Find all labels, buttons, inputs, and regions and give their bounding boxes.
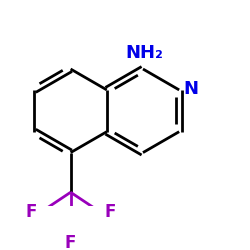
Text: F: F bbox=[25, 203, 36, 221]
Text: F: F bbox=[105, 203, 116, 221]
Text: N: N bbox=[184, 80, 198, 98]
Text: NH₂: NH₂ bbox=[125, 44, 163, 62]
Text: F: F bbox=[65, 234, 76, 250]
